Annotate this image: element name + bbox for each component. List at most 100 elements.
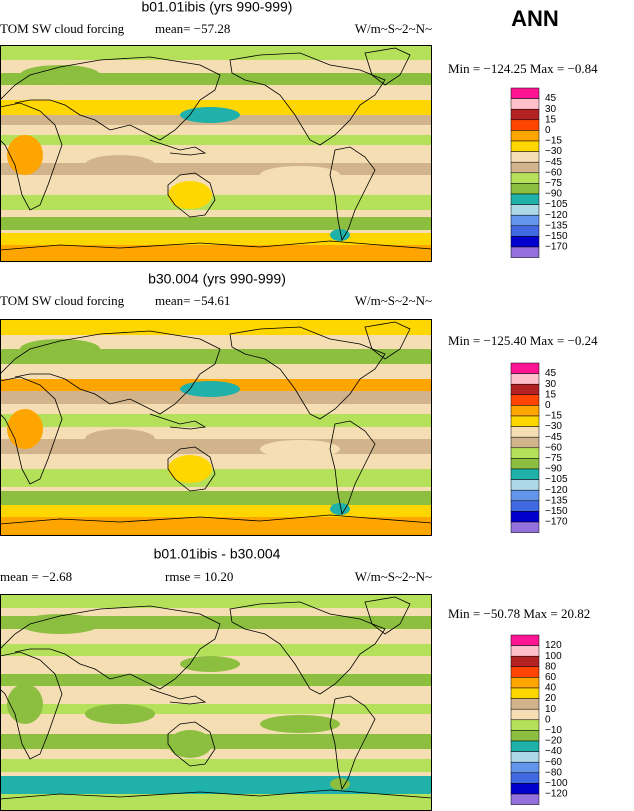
map-band — [0, 60, 432, 73]
colorbar-box — [510, 719, 540, 731]
colorbar-label: −135 — [545, 220, 568, 231]
colorbar-label: −150 — [545, 506, 568, 517]
map-band — [0, 759, 432, 772]
colorbar-box — [510, 479, 540, 491]
map — [0, 594, 433, 811]
colorbar-label: 40 — [545, 683, 557, 694]
map-band — [0, 439, 432, 454]
colorbar-box — [510, 783, 540, 795]
map-region — [260, 715, 340, 733]
map-frame — [0, 319, 432, 536]
colorbar-label: 80 — [545, 661, 557, 672]
colorbar-box — [510, 151, 540, 163]
colorbar-box — [510, 204, 540, 216]
colorbar-label: 10 — [545, 704, 557, 715]
map-band — [0, 469, 432, 487]
colorbar-label: −90 — [545, 189, 562, 200]
map-region — [7, 409, 43, 449]
map-region — [85, 155, 155, 175]
map-band — [0, 414, 432, 427]
map-region — [180, 107, 240, 123]
map — [0, 45, 433, 262]
left-label: mean = −2.68 — [0, 569, 72, 584]
colorbar-box — [510, 436, 540, 449]
colorbar-label: −120 — [545, 485, 568, 496]
colorbar-label: 120 — [545, 640, 562, 651]
colorbar-label: 45 — [545, 368, 557, 379]
colorbar-label: −20 — [545, 736, 562, 747]
colorbar-box — [510, 500, 540, 512]
colorbar-box — [510, 447, 540, 459]
map-band — [0, 195, 432, 210]
colorbar-box — [510, 415, 540, 427]
colorbar-label: −75 — [545, 178, 562, 189]
map-band — [0, 233, 432, 245]
colorbar-label: −105 — [545, 199, 568, 210]
colorbar-box — [510, 666, 540, 678]
colorbar-box — [510, 740, 540, 752]
colorbar-label: −150 — [545, 231, 568, 242]
colorbar-box — [510, 458, 540, 470]
map-band — [0, 245, 432, 262]
units-label: W/m~S~2~N~ — [355, 293, 432, 308]
map-region — [330, 503, 350, 515]
map-region — [260, 440, 340, 458]
mid-label: rmse = 10.20 — [165, 569, 233, 584]
colorbar-label: −45 — [545, 157, 562, 168]
map-band — [0, 319, 432, 335]
colorbar-box — [510, 246, 540, 258]
colorbar-label: −120 — [545, 210, 568, 221]
colorbar-label: 60 — [545, 672, 557, 683]
colorbar-label: −40 — [545, 746, 562, 757]
colorbar-box — [510, 655, 540, 668]
colorbar-label: −45 — [545, 432, 562, 443]
map-band — [0, 335, 432, 349]
colorbar-label: 100 — [545, 651, 562, 662]
colorbar-box — [510, 468, 540, 480]
colorbar-label: 15 — [545, 389, 557, 400]
colorbar-box — [510, 793, 540, 805]
colorbar-label: 15 — [545, 114, 557, 125]
map-frame — [0, 45, 432, 262]
map-region — [20, 339, 100, 359]
map-region — [7, 135, 43, 175]
map-region — [20, 65, 100, 85]
colorbar-label: −90 — [545, 464, 562, 475]
map-region — [260, 166, 340, 184]
colorbar-label: −60 — [545, 757, 562, 768]
left-label: TOM SW cloud forcing — [0, 293, 125, 308]
colorbar-label: −135 — [545, 495, 568, 506]
colorbar-box — [510, 183, 540, 195]
colorbar-label: −15 — [545, 136, 562, 147]
colorbar-box — [510, 161, 540, 174]
left-label: TOM SW cloud forcing — [0, 21, 125, 36]
colorbar-label: −15 — [545, 411, 562, 422]
colorbar-box — [510, 698, 540, 710]
colorbar-label: −30 — [545, 421, 562, 432]
map-band — [0, 794, 432, 811]
colorbar-label: 30 — [545, 379, 557, 390]
colorbar-box — [510, 394, 540, 406]
mid-label: mean= −57.28 — [155, 21, 230, 36]
colorbar-box — [510, 426, 540, 438]
colorbar-box — [510, 98, 540, 110]
colorbar-box — [510, 521, 540, 533]
map-band — [0, 217, 432, 230]
colorbar-label: 20 — [545, 693, 557, 704]
colorbar-box — [510, 373, 540, 385]
colorbar-box — [510, 677, 540, 689]
colorbar-label: −60 — [545, 442, 562, 453]
colorbar-box — [510, 236, 540, 248]
colorbar-label: −60 — [545, 167, 562, 178]
units-label: W/m~S~2~N~ — [355, 569, 432, 584]
colorbar-box — [510, 761, 540, 774]
colorbar-label: −75 — [545, 453, 562, 464]
colorbar-box — [510, 214, 540, 227]
colorbar-box — [510, 119, 540, 131]
colorbar-label: 0 — [545, 125, 551, 136]
colorbar-box — [510, 511, 540, 523]
panel-title: b01.01ibis (yrs 990-999) — [142, 0, 293, 15]
map-band — [0, 391, 432, 404]
panel-title: b30.004 (yrs 990-999) — [148, 271, 286, 287]
